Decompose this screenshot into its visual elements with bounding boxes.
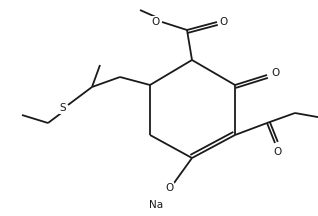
Text: S: S xyxy=(60,103,66,113)
Text: O: O xyxy=(271,68,279,78)
Text: O: O xyxy=(273,147,281,157)
Text: Na: Na xyxy=(149,200,163,210)
Text: O: O xyxy=(151,17,159,27)
Text: O: O xyxy=(165,183,173,193)
Text: O: O xyxy=(220,17,228,27)
